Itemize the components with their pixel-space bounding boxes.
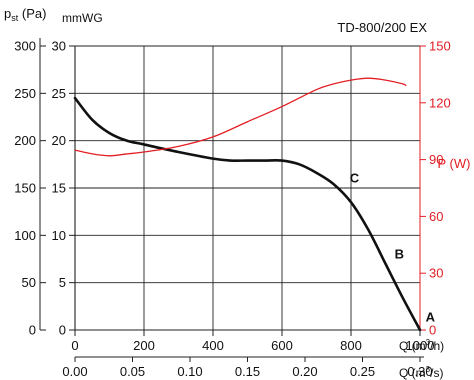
operating-point-label-b: B: [395, 246, 404, 261]
pa-tick-label: 300: [14, 39, 36, 54]
pa-tick-label: 200: [14, 133, 36, 148]
pa-tick-label: 150: [14, 181, 36, 196]
m3h-tick-label: 600: [271, 338, 293, 353]
mmwg-tick-label: 30: [52, 39, 66, 54]
mmwg-tick-label: 20: [52, 133, 66, 148]
pa-tick-label: 250: [14, 86, 36, 101]
power-tick-label: 60: [429, 209, 443, 224]
y-axis-title-pa-main: p: [4, 6, 11, 21]
pa-tick-label: 0: [29, 323, 36, 338]
mmwg-tick-label: 15: [52, 181, 66, 196]
pa-tick-label: 50: [22, 275, 36, 290]
m3s-tick-label: 0.10: [177, 364, 202, 379]
power-tick-label: 120: [429, 95, 451, 110]
mmwg-tick-label: 25: [52, 86, 66, 101]
m3s-tick-label: 0.20: [292, 364, 317, 379]
x-axis-title-m3h: Q (m3/h): [399, 338, 444, 353]
mmwg-tick-label: 10: [52, 228, 66, 243]
m3s-tick-label: 0.00: [62, 364, 87, 379]
pa-tick-label: 100: [14, 228, 36, 243]
m3h-tick-label: 200: [133, 338, 155, 353]
mmwg-tick-label: 5: [59, 275, 66, 290]
grid: [74, 45, 421, 331]
m3s-tick-label: 0.05: [120, 364, 145, 379]
m3h-tick-label: 0: [71, 338, 78, 353]
y-axis-title-power: P (W): [438, 156, 471, 171]
operating-point-label-c: C: [350, 171, 360, 186]
x-axis-title-m3s: Q (m3/s): [399, 365, 443, 380]
m3s-tick-label: 0.15: [235, 364, 260, 379]
model-label: TD-800/200 EX: [337, 20, 427, 35]
power-tick-label: 0: [429, 323, 436, 338]
power-tick-label: 150: [429, 39, 451, 54]
pressure-curve: [73, 96, 422, 332]
labels: 0501001502002503000510152025300306090120…: [4, 6, 470, 380]
power-tick-label: 90: [429, 152, 443, 167]
y-axis-title-mmwg: mmWG: [62, 11, 103, 25]
y-axis-title-pa-unit: (Pa): [18, 6, 46, 21]
m3h-tick-label: 1000: [406, 338, 435, 353]
axes: [39, 38, 426, 362]
y-axis-title-pa: pst (Pa): [4, 6, 46, 23]
m3s-tick-label: 0.30: [407, 364, 432, 379]
m3h-tick-label: 400: [202, 338, 224, 353]
y-axis-title-pa-sub: st: [11, 13, 19, 23]
m3s-tick-label: 0.25: [350, 364, 375, 379]
power-tick-label: 30: [429, 266, 443, 281]
operating-point-label-a: A: [426, 310, 436, 325]
power-curve: [74, 77, 407, 157]
m3h-tick-label: 800: [340, 338, 362, 353]
mmwg-tick-label: 0: [59, 323, 66, 338]
curves: [73, 77, 422, 332]
